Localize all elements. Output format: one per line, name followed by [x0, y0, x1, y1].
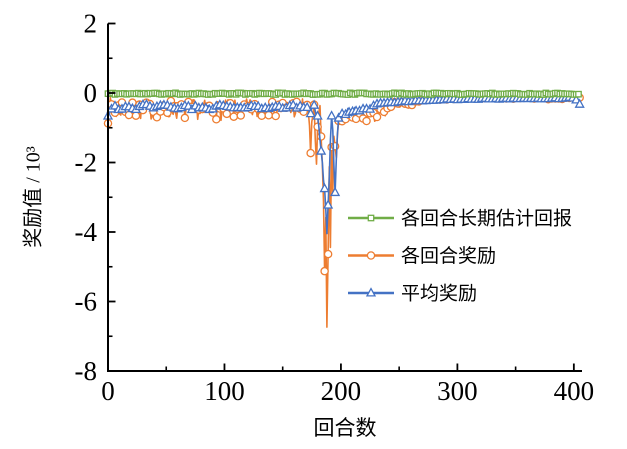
x-tick-label: 100: [204, 376, 245, 406]
x-tick-label: 200: [321, 376, 362, 406]
legend-label: 各回合奖励: [401, 245, 496, 267]
y-axis-title: 奖励值 / 10³: [22, 146, 45, 248]
series-average-reward-markers: [102, 91, 585, 209]
y-tick-label: -8: [75, 356, 98, 386]
series-long-term-estimated-return-markers: [104, 89, 582, 98]
x-axis-title: 回合数: [313, 416, 377, 440]
x-tick-label: 400: [554, 376, 595, 406]
y-tick-label: 2: [84, 9, 98, 39]
series-average-reward: [102, 91, 585, 235]
y-tick-label: -6: [75, 287, 98, 317]
x-tick-label: 0: [101, 376, 115, 406]
y-tick-label: -2: [75, 148, 98, 178]
tick-labels: 20-2-4-6-80 100 200 300 400: [75, 9, 595, 407]
ticks: [107, 22, 575, 372]
legend-item-average-reward: 平均奖励: [348, 283, 477, 305]
y-tick-label: -4: [75, 217, 98, 247]
y-tick-label: 0: [84, 78, 98, 108]
series-long-term-estimated-return: [104, 89, 582, 98]
x-tick-label: 300: [437, 376, 478, 406]
legend-label: 平均奖励: [401, 283, 477, 305]
legend-item-long-term-estimated-return: 各回合长期估计回报: [348, 208, 572, 230]
legend-label: 各回合长期估计回报: [401, 208, 572, 230]
series-episode-reward-markers: [103, 92, 584, 276]
axes: [107, 23, 582, 372]
legend-item-episode-reward: 各回合奖励: [348, 245, 496, 267]
